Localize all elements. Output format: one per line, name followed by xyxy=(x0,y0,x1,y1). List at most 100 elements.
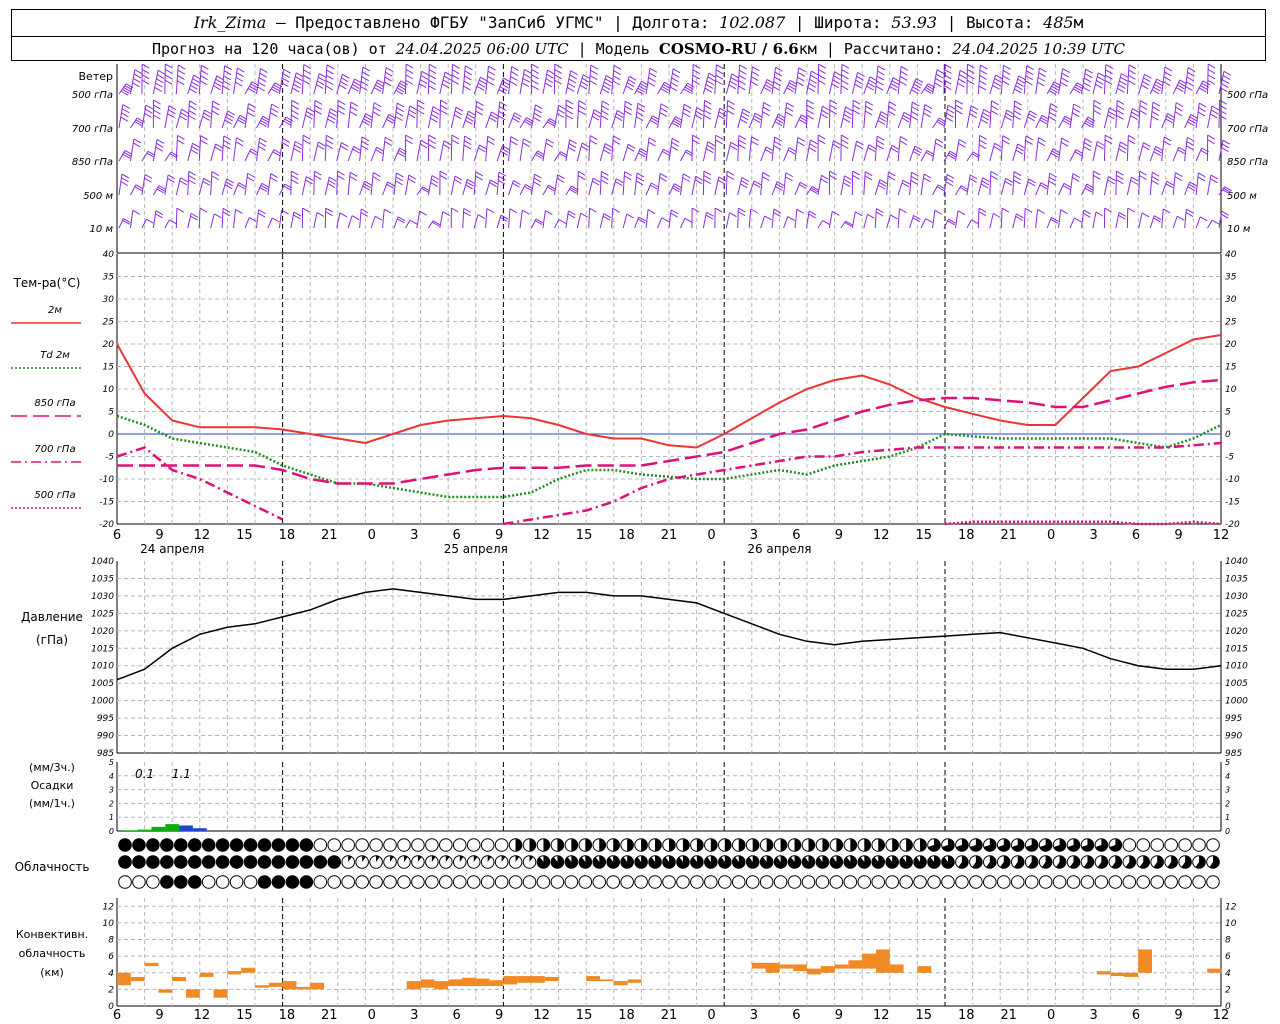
wind-barb-flag xyxy=(970,105,979,111)
cloud-symbol-fill xyxy=(676,855,690,869)
alt-label: Высота: xyxy=(965,13,1034,32)
wind-barb-flag xyxy=(363,118,371,124)
wind-barb-staff xyxy=(141,104,147,129)
wind-barb-flag xyxy=(431,178,439,184)
wind-barb-flag xyxy=(659,176,667,182)
wind-barb-flag xyxy=(398,85,406,91)
wind-barb-flag xyxy=(385,71,393,77)
temp-day-label: 24 апреля xyxy=(140,542,204,556)
prec-ytick-right: 1 xyxy=(1225,813,1230,822)
wind-barb-flag xyxy=(1220,87,1228,93)
wind-barb-flag xyxy=(799,116,808,122)
wind-barb-flag xyxy=(465,184,473,190)
cloud-symbol xyxy=(592,875,607,889)
wind-barb-flag xyxy=(855,211,863,217)
wind-barb-flag xyxy=(1116,170,1124,176)
wind-barb-staff xyxy=(794,182,801,196)
wind-barb-flag xyxy=(283,68,291,74)
wind-barb-flag xyxy=(626,213,635,219)
wind-barb-flag xyxy=(190,215,198,221)
wind-barb-staff xyxy=(702,100,705,129)
wind-barb-flag xyxy=(821,174,829,180)
wind-barb-flag xyxy=(923,173,932,179)
wind-barb-staff xyxy=(485,136,489,162)
cloud-symbol-fill xyxy=(1083,855,1094,869)
wind-barb-flag xyxy=(545,210,553,215)
wind-barb-flag xyxy=(1024,207,1033,213)
wind-barb-flag xyxy=(651,182,659,188)
wind-barb-flag xyxy=(592,177,601,183)
wind-barb-flag xyxy=(902,179,911,185)
wind-barb-flag xyxy=(1187,186,1196,192)
wind-barb-flag xyxy=(1189,181,1197,187)
wind-barb-staff xyxy=(760,79,768,95)
wind-barb-flag xyxy=(488,65,496,71)
wind-barb-flag xyxy=(1207,63,1216,69)
conv-hour-label: 15 xyxy=(236,1008,253,1023)
wind-barb-flag xyxy=(226,113,234,119)
wind-barb-flag xyxy=(326,134,334,140)
wind-barb-flag xyxy=(775,183,784,189)
wind-barb-flag xyxy=(499,101,507,107)
wind-barb-flag xyxy=(375,84,383,90)
wind-barb-flag xyxy=(1105,69,1113,75)
wind-barb-staff xyxy=(760,172,764,196)
wind-barb-staff xyxy=(863,76,871,95)
wind-barb-flag xyxy=(841,63,850,69)
wind-barb-flag xyxy=(915,78,924,83)
wind-barb-flag xyxy=(360,145,369,151)
cloud-symbol-fill xyxy=(174,875,188,889)
cloud-symbol-fill xyxy=(794,838,801,852)
wind-barb-flag xyxy=(878,117,887,122)
wind-barb-flag xyxy=(156,74,165,80)
wind-barb-flag xyxy=(955,109,963,115)
wind-barb-flag xyxy=(211,175,219,181)
cloud-symbol-fill xyxy=(1000,855,1011,869)
wind-barb-flag xyxy=(1060,209,1068,215)
temp-hour-label: 12 xyxy=(194,528,211,543)
wind-barb-flag xyxy=(463,144,472,150)
wind-barb-flag xyxy=(726,175,735,180)
wind-barb-staff xyxy=(920,218,926,229)
wind-barb-flag xyxy=(395,89,404,95)
temp-hour-label: 3 xyxy=(1089,528,1097,543)
wind-barb-flag xyxy=(612,139,621,145)
wind-barb-flag xyxy=(1119,144,1127,150)
wind-barb-flag xyxy=(1060,141,1069,147)
wind-barb-flag xyxy=(877,184,886,190)
wind-level-label-right: 10 м xyxy=(1227,224,1251,235)
wind-barb-flag xyxy=(525,184,533,189)
cloud-symbol xyxy=(1080,875,1095,889)
wind-barb-staff xyxy=(1172,172,1176,196)
wind-barb-staff xyxy=(748,112,756,129)
wind-barb-staff xyxy=(1069,217,1075,229)
wind-barb-flag xyxy=(1015,85,1023,91)
wind-barb-staff xyxy=(840,64,843,95)
wind-barb-staff xyxy=(359,181,366,196)
wind-barb-flag xyxy=(144,112,152,118)
wind-barb-flag xyxy=(416,109,425,115)
cloud-symbol xyxy=(871,875,886,889)
wind-barb-staff xyxy=(1138,171,1141,196)
cloud-symbol-fill xyxy=(920,838,927,852)
wind-barb-flag xyxy=(294,144,302,150)
wind-barb-flag xyxy=(249,150,257,156)
wind-barb-flag xyxy=(673,118,682,124)
wind-barb-staff xyxy=(748,180,755,196)
wind-barb-flag xyxy=(188,115,196,120)
wind-barb-flag xyxy=(637,218,646,224)
wind-barb-flag xyxy=(352,148,360,154)
wind-barb-flag xyxy=(1025,139,1033,145)
wind-barb-flag xyxy=(1119,80,1127,86)
wind-barb-flag xyxy=(223,139,231,145)
wind-barb-staff xyxy=(198,65,202,95)
wind-barb-flag xyxy=(852,99,861,105)
wind-barb-staff xyxy=(645,115,653,129)
wind-barb-staff xyxy=(645,68,651,95)
wind-barb-flag xyxy=(1037,209,1045,214)
wind-barb-flag xyxy=(912,151,921,156)
temp-ytick-left: 15 xyxy=(103,363,115,373)
convective-bar xyxy=(1138,949,1152,973)
wind-barb-flag xyxy=(1085,120,1093,126)
wind-barb-flag xyxy=(250,83,258,89)
